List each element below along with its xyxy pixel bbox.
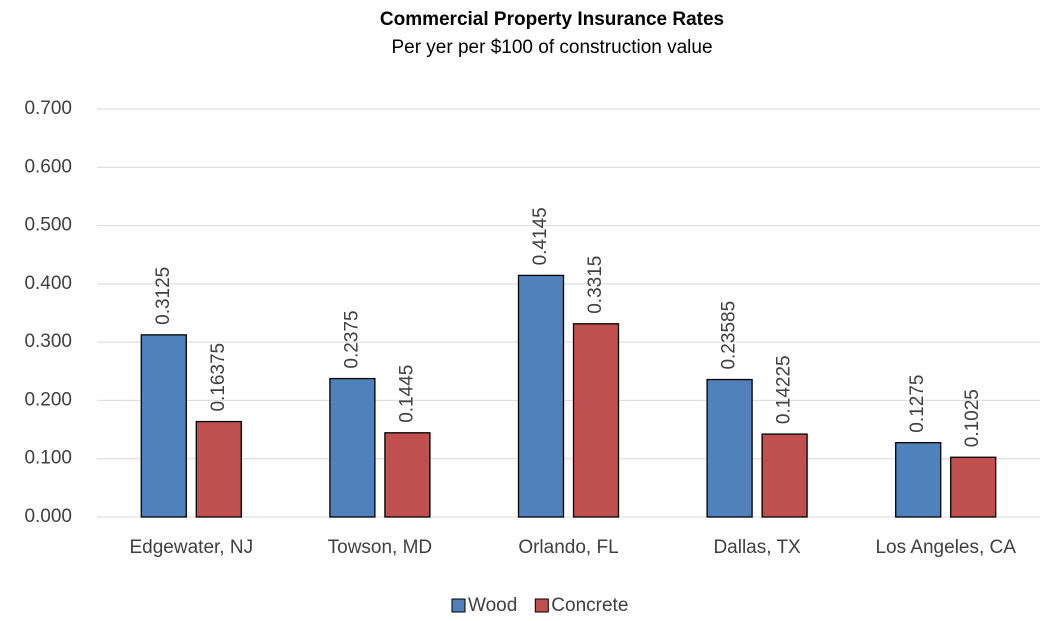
data-label: 0.16375 <box>208 343 229 412</box>
data-label: 0.3125 <box>153 267 174 325</box>
x-tick-label: Orlando, FL <box>518 537 618 558</box>
x-tick-label: Dallas, TX <box>713 537 801 558</box>
bar <box>517 274 565 518</box>
y-tick-label: 0.600 <box>24 156 72 177</box>
legend-label: Concrete <box>551 595 628 616</box>
bar <box>384 432 431 518</box>
y-tick-label: 0.700 <box>24 98 72 119</box>
bar <box>195 420 242 518</box>
bar <box>761 433 808 518</box>
bar <box>329 377 376 518</box>
y-tick-label: 0.300 <box>24 331 72 352</box>
legend-swatch <box>451 598 466 613</box>
legend-swatch <box>534 598 549 613</box>
y-tick-label: 0.000 <box>24 506 72 527</box>
bar <box>706 378 753 518</box>
y-tick-label: 0.200 <box>24 389 72 410</box>
data-label: 0.1275 <box>907 375 928 433</box>
x-tick-label: Edgewater, NJ <box>130 537 254 558</box>
bar <box>572 323 620 518</box>
data-label: 0.2375 <box>341 310 362 368</box>
data-label: 0.4145 <box>530 207 551 265</box>
data-label: 0.23585 <box>719 301 740 370</box>
data-label: 0.3315 <box>585 256 606 314</box>
x-tick-label: Towson, MD <box>328 537 433 558</box>
x-tick-label: Los Angeles, CA <box>875 537 1016 558</box>
data-label: 0.1445 <box>396 365 417 423</box>
chart-subtitle: Per yer per $100 of construction value <box>391 37 712 58</box>
legend-label: Wood <box>468 595 517 616</box>
y-tick-label: 0.100 <box>24 448 72 469</box>
y-tick-label: 0.500 <box>24 215 72 236</box>
bar <box>140 334 187 518</box>
data-label: 0.14225 <box>774 355 795 424</box>
chart-title: Commercial Property Insurance Rates <box>380 9 724 30</box>
bar <box>950 456 997 518</box>
bar <box>895 442 942 518</box>
data-label: 0.1025 <box>962 389 983 447</box>
y-tick-label: 0.400 <box>24 273 72 294</box>
